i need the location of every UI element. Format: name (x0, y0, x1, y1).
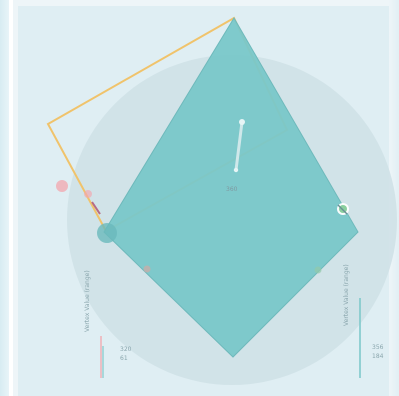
legend-left-title: Vertex Value (range) (84, 270, 91, 332)
left-side-panel (0, 0, 13, 396)
left-anchor[interactable] (97, 223, 117, 243)
center-readout: 360 (226, 186, 238, 193)
edge-marker-left[interactable] (143, 265, 151, 273)
legend-right-bar (359, 298, 361, 378)
edge-marker-right[interactable] (314, 266, 322, 274)
legend-left-bar (100, 336, 104, 378)
shape-diamond[interactable] (104, 18, 358, 357)
legend-left-max: 320 (120, 346, 132, 353)
legend-right-max: 356 (372, 344, 384, 351)
shape-outline (103, 17, 359, 358)
pink-dot-icon[interactable] (56, 180, 68, 192)
legend-right-title: Vertex Value (range) (343, 264, 350, 326)
arrow-icon[interactable] (233, 119, 245, 173)
legend-left-min: 61 (120, 355, 128, 362)
pink-handle-line (91, 201, 101, 215)
legend-right-min: 184 (372, 353, 384, 360)
green-dot-icon[interactable] (337, 203, 349, 215)
pink-dot-small[interactable] (84, 190, 92, 198)
